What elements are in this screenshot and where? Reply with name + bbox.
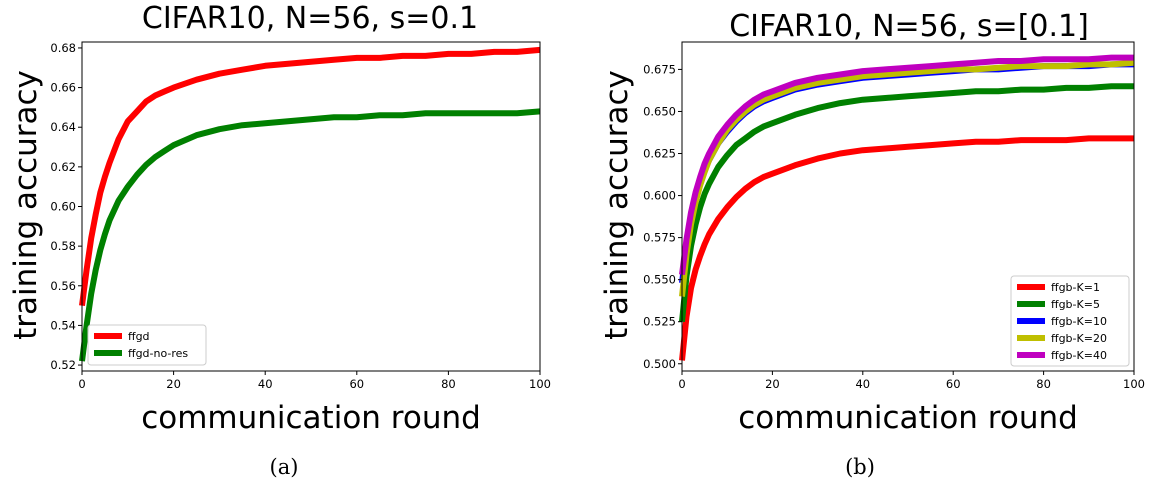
- y-tick-label: 0.625: [643, 147, 676, 161]
- y-tick-label: 0.68: [50, 41, 76, 55]
- chart-title: CIFAR10, N=56, s=0.1: [142, 1, 478, 36]
- y-tick-label: 0.525: [643, 315, 676, 329]
- panel-caption: (b): [845, 455, 875, 479]
- x-tick-label: 0: [78, 377, 85, 391]
- y-axis-label: training accuracy: [8, 70, 44, 340]
- plot-lines: [679, 54, 1135, 361]
- x-tick-label: 20: [765, 377, 780, 391]
- x-axis-label: communication round: [738, 400, 1078, 436]
- legend: ffgd ffgd-no-res: [87, 324, 207, 366]
- y-tick-label: 0.550: [643, 273, 676, 287]
- legend-label: ffgd: [128, 330, 150, 343]
- legend-label: ffgb-K=10: [1051, 315, 1107, 328]
- y-tick-label: 0.600: [643, 189, 676, 203]
- legend-label: ffgb-K=5: [1051, 298, 1100, 311]
- series-line-0: [79, 46, 541, 306]
- plot-lines: [79, 46, 541, 362]
- y-tick-label: 0.64: [50, 120, 76, 134]
- y-tick-labels: 0.500 0.525 0.550 0.575 0.600 0.625 0.650 0.675: [643, 62, 682, 371]
- y-tick-label: 0.66: [50, 81, 76, 95]
- legend-label: ffgd-no-res: [128, 347, 188, 360]
- series-line-0: [679, 135, 1134, 361]
- x-tick-label: 20: [166, 377, 181, 391]
- x-tick-label: 80: [1036, 377, 1051, 391]
- x-tick-label: 100: [529, 377, 551, 391]
- x-tick-labels: 0 20 40 60 80 100: [678, 371, 1145, 391]
- y-tick-label: 0.54: [50, 318, 76, 332]
- legend-label: ffgb-K=20: [1051, 332, 1107, 345]
- legend-label: ffgb-K=1: [1051, 281, 1100, 294]
- series-line-1: [679, 83, 1134, 322]
- series-line-4: [679, 54, 1134, 275]
- x-tick-label: 100: [1123, 377, 1145, 391]
- x-tick-labels: 0 20 40 60 80 100: [78, 371, 551, 391]
- y-tick-label: 0.500: [643, 357, 676, 371]
- plot-frame: [81, 41, 541, 372]
- chart-panel-b: CIFAR10, N=56, s=[0.1] 0.5000.5250.5500.…: [599, 9, 1145, 479]
- plot-frame: [681, 41, 1135, 372]
- y-tick-label: 0.58: [50, 239, 76, 253]
- x-axis-label: communication round: [141, 400, 481, 436]
- panel-caption: (a): [270, 455, 299, 479]
- legend-box: [1010, 275, 1130, 367]
- y-tick-label: 0.575: [643, 231, 676, 245]
- x-tick-label: 40: [258, 377, 273, 391]
- chart-title: CIFAR10, N=56, s=[0.1]: [729, 9, 1089, 44]
- y-tick-label: 0.56: [50, 279, 76, 293]
- y-tick-label: 0.675: [643, 62, 676, 76]
- x-tick-label: 0: [678, 377, 685, 391]
- legend: ffgb-K=1 ffgb-K=5 ffgb-K=10 ffgb-K=20 ffgb-K…: [1010, 275, 1130, 367]
- y-tick-label: 0.62: [50, 160, 76, 174]
- y-tick-labels: 0.52 0.54 0.56 0.58 0.60 0.62 0.64 0.66 0.68: [50, 41, 82, 372]
- x-tick-label: 60: [349, 377, 364, 391]
- x-tick-label: 40: [855, 377, 870, 391]
- y-tick-label: 0.60: [50, 200, 76, 214]
- legend-label: ffgb-K=40: [1051, 349, 1107, 362]
- x-tick-label: 80: [441, 377, 456, 391]
- y-tick-label: 0.52: [50, 358, 76, 372]
- series-line-1: [79, 108, 541, 362]
- y-axis-label: training accuracy: [599, 70, 635, 340]
- y-tick-label: 0.650: [643, 104, 676, 118]
- x-tick-label: 60: [946, 377, 961, 391]
- chart-panel-a: CIFAR10, N=56, s=0.1 0.52 0.54 0.56 0.58 0.6…: [8, 1, 551, 479]
